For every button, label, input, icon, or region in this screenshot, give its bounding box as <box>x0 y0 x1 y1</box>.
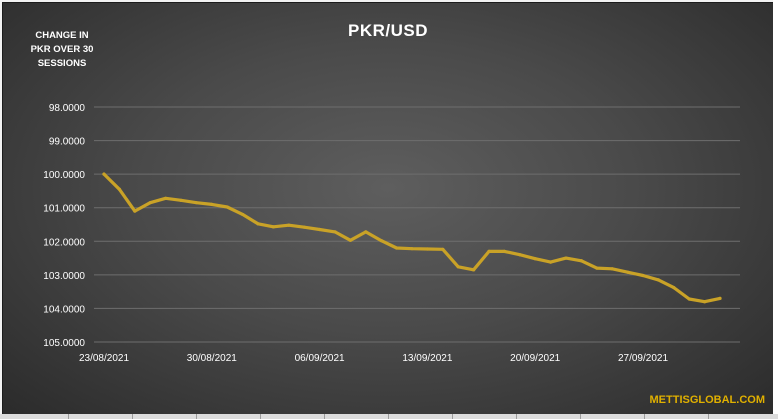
data-point <box>549 260 553 264</box>
x-tick-label: 23/08/2021 <box>79 353 129 364</box>
data-point <box>703 300 707 304</box>
data-point <box>148 201 152 205</box>
data-point <box>441 247 445 251</box>
data-point <box>210 202 214 206</box>
data-point <box>610 267 614 271</box>
x-tick-label: 13/09/2021 <box>402 353 452 364</box>
y-tick-label: 104.0000 <box>43 304 85 315</box>
y-axis-title-line-3: SESSIONS <box>37 58 87 69</box>
data-point <box>672 286 676 290</box>
data-point <box>718 296 722 300</box>
data-point <box>487 249 491 253</box>
data-point <box>133 209 137 213</box>
data-point <box>564 256 568 260</box>
y-tick-label: 105.0000 <box>43 338 85 349</box>
window-edge <box>773 0 778 419</box>
data-point <box>318 227 322 232</box>
data-point <box>626 270 630 274</box>
data-point <box>395 246 399 250</box>
y-tick-labels: 98.0000 99.0000 100.0000 101.0000 102.0000 10… <box>43 103 85 349</box>
source-label: METTISGLOBAL.COM <box>649 394 766 406</box>
data-point <box>225 205 229 209</box>
x-tick-labels: 23/08/2021 30/08/2021 06/09/2021 13/09/2021… <box>79 353 668 364</box>
data-point <box>364 230 368 234</box>
y-tick-label: 102.0000 <box>43 237 85 248</box>
data-point <box>579 259 584 263</box>
data-point <box>533 257 537 261</box>
y-tick-label: 99.0000 <box>49 137 86 148</box>
y-tick-label: 100.0000 <box>43 170 85 181</box>
data-point <box>379 239 383 243</box>
y-tick-label: 103.0000 <box>43 271 85 282</box>
spreadsheet-column-strip <box>0 414 778 419</box>
data-point <box>287 223 291 227</box>
series-layer <box>102 172 722 304</box>
data-point <box>241 212 245 217</box>
y-tick-label: 101.0000 <box>43 204 85 215</box>
data-point <box>194 201 198 205</box>
data-point <box>456 265 460 269</box>
y-tick-label: 98.0000 <box>49 103 86 114</box>
chart-title: PKR/USD <box>347 21 428 40</box>
y-axis-title-line-2: PKR OVER 30 <box>30 44 94 55</box>
data-point <box>256 222 260 226</box>
data-point <box>179 198 183 202</box>
gridlines <box>94 106 740 343</box>
data-point <box>102 172 106 176</box>
data-point <box>687 297 691 301</box>
data-point <box>656 278 661 282</box>
y-axis-title-line-1: CHANGE IN <box>35 30 89 41</box>
series-line <box>102 172 722 304</box>
data-point <box>333 230 337 234</box>
x-tick-label: 27/09/2021 <box>618 353 668 364</box>
x-tick-label: 06/09/2021 <box>295 353 345 364</box>
data-point <box>164 196 168 200</box>
data-point <box>348 238 352 242</box>
data-point <box>271 225 275 229</box>
data-point <box>518 253 522 257</box>
y-axis-title: CHANGE IN PKR OVER 30 SESSIONS <box>23 29 101 71</box>
data-point <box>502 249 506 253</box>
data-point <box>595 266 599 270</box>
data-point <box>117 187 121 191</box>
data-point <box>472 268 476 272</box>
data-point <box>302 225 306 229</box>
data-point <box>641 273 645 278</box>
chart-area[interactable]: PKR/USD CHANGE IN PKR OVER 30 SESSIONS M… <box>2 2 774 415</box>
x-tick-label: 30/08/2021 <box>187 353 237 364</box>
data-point <box>425 247 429 251</box>
x-tick-label: 20/09/2021 <box>510 353 560 364</box>
data-point <box>410 247 414 251</box>
